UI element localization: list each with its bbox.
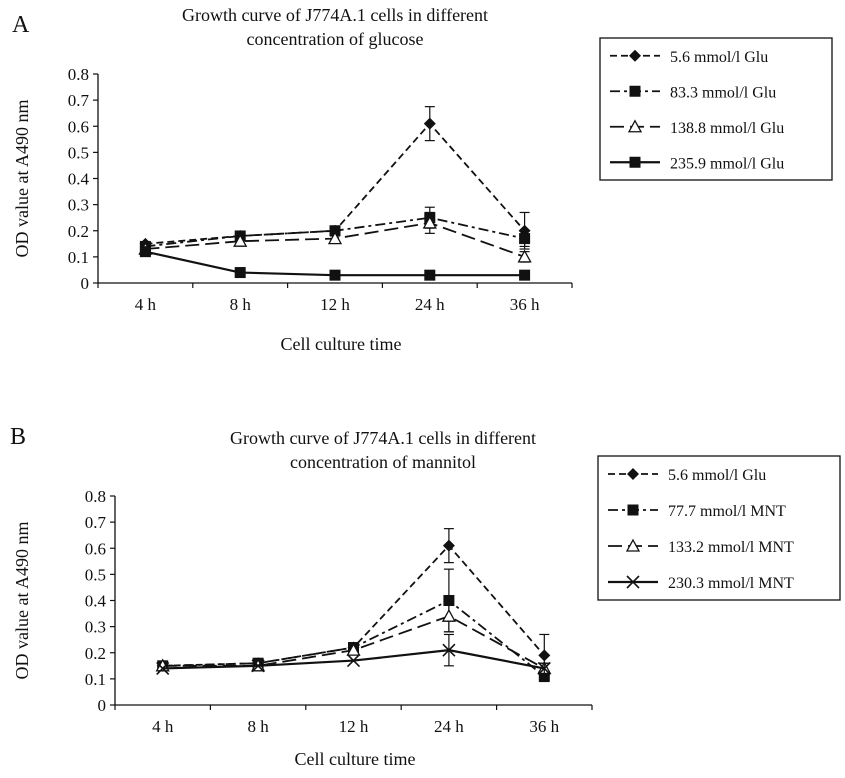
y-tick-label: 0.7	[85, 513, 107, 532]
y-tick-label: 0.2	[85, 644, 106, 663]
x-tick-label: 36 h	[529, 717, 559, 736]
data-point	[234, 267, 246, 279]
y-axis-label: OD value at A490 nm	[12, 522, 32, 680]
data-point	[519, 269, 531, 281]
y-tick-label: 0.2	[68, 222, 89, 241]
chart-title: Growth curve of J774A.1 cells in differe…	[182, 5, 488, 25]
x-tick-label: 24 h	[415, 295, 445, 314]
series-3	[138, 211, 532, 263]
x-tick-label: 36 h	[510, 295, 540, 314]
data-point	[251, 659, 265, 673]
x-tick-label: 12 h	[339, 717, 369, 736]
data-point	[441, 608, 456, 622]
y-tick-label: 0.1	[85, 670, 106, 689]
legend-label: 77.7 mmol/l MNT	[668, 503, 786, 520]
series-line	[162, 599, 545, 677]
legend-marker	[626, 575, 640, 589]
y-tick-label: 0.5	[68, 143, 89, 162]
y-tick-label: 0	[98, 696, 107, 715]
series-4	[156, 633, 551, 675]
panel-letter: A	[12, 12, 30, 38]
data-point	[442, 539, 455, 552]
legend-label: 83.3 mmol/l Glu	[670, 84, 776, 101]
x-tick-label: 12 h	[320, 295, 350, 314]
data-point	[517, 249, 532, 263]
legend-label: 138.8 mmol/l Glu	[670, 120, 784, 137]
legend-label: 235.9 mmol/l Glu	[670, 155, 784, 172]
panel-b: B Growth curve of J774A.1 cells in differ…	[10, 424, 841, 769]
x-tick-label: 4 h	[152, 717, 174, 736]
data-point	[329, 225, 341, 237]
data-point	[329, 269, 341, 281]
y-tick-label: 0.7	[68, 91, 90, 110]
data-point	[538, 670, 550, 682]
y-tick-label: 0.3	[68, 196, 89, 215]
chart-title: concentration of mannitol	[290, 452, 476, 472]
y-tick-label: 0.6	[85, 539, 106, 558]
legend-marker	[627, 468, 639, 480]
x-tick-label: 24 h	[434, 717, 464, 736]
legend-label: 5.6 mmol/l Glu	[668, 467, 766, 484]
x-tick-label: 4 h	[135, 295, 157, 314]
legend-box	[599, 37, 833, 181]
y-tick-label: 0.5	[85, 565, 106, 584]
y-axis-label: OD value at A490 nm	[12, 100, 32, 258]
data-point	[538, 649, 551, 662]
x-axis-label: Cell culture time	[281, 334, 402, 354]
y-tick-label: 0	[81, 274, 90, 293]
y-tick-label: 0.8	[85, 487, 106, 506]
chart-title: concentration of glucose	[247, 29, 424, 49]
x-axis-label: Cell culture time	[295, 749, 416, 769]
y-tick-label: 0.8	[68, 65, 89, 84]
legend-marker	[629, 49, 641, 62]
x-tick-label: 8 h	[247, 717, 269, 736]
y-tick-label: 0.4	[68, 170, 90, 189]
x-tick-label: 8 h	[230, 295, 252, 314]
chart-title: Growth curve of J774A.1 cells in differe…	[230, 428, 536, 448]
data-point	[156, 661, 170, 675]
data-point	[424, 269, 436, 281]
legend-marker	[629, 156, 641, 168]
legend-marker	[627, 504, 639, 516]
legend-marker	[629, 85, 641, 97]
series-2	[157, 568, 550, 683]
legend-label: 133.2 mmol/l MNT	[668, 539, 794, 556]
data-point	[423, 117, 436, 130]
series-3	[155, 599, 552, 675]
legend-marker	[625, 538, 641, 552]
legend-marker	[627, 119, 643, 133]
data-point	[422, 215, 437, 229]
data-point	[519, 233, 531, 245]
y-tick-label: 0.4	[85, 592, 107, 611]
series-4	[139, 246, 531, 281]
legend-label: 5.6 mmol/l Glu	[670, 49, 768, 66]
data-point	[346, 654, 361, 668]
panel-a: A Growth curve of J774A.1 cells in differ…	[12, 5, 833, 354]
legend: 5.6 mmol/l Glu 83.3 mmol/l Glu 138.8 mmol/…	[599, 37, 833, 181]
y-tick-label: 0.3	[85, 618, 106, 637]
data-point	[346, 642, 361, 656]
data-point	[233, 233, 248, 247]
legend: 5.6 mmol/l Glu 77.7 mmol/l MNT 133.2 mmol/…	[597, 455, 841, 601]
data-point	[327, 231, 343, 245]
legend-label: 230.3 mmol/l MNT	[668, 575, 794, 592]
data-point	[537, 661, 551, 675]
data-point	[139, 246, 151, 258]
y-tick-label: 0.6	[68, 117, 89, 136]
panel-letter: B	[10, 424, 26, 450]
y-tick-label: 0.1	[68, 248, 89, 267]
data-point	[442, 643, 456, 657]
